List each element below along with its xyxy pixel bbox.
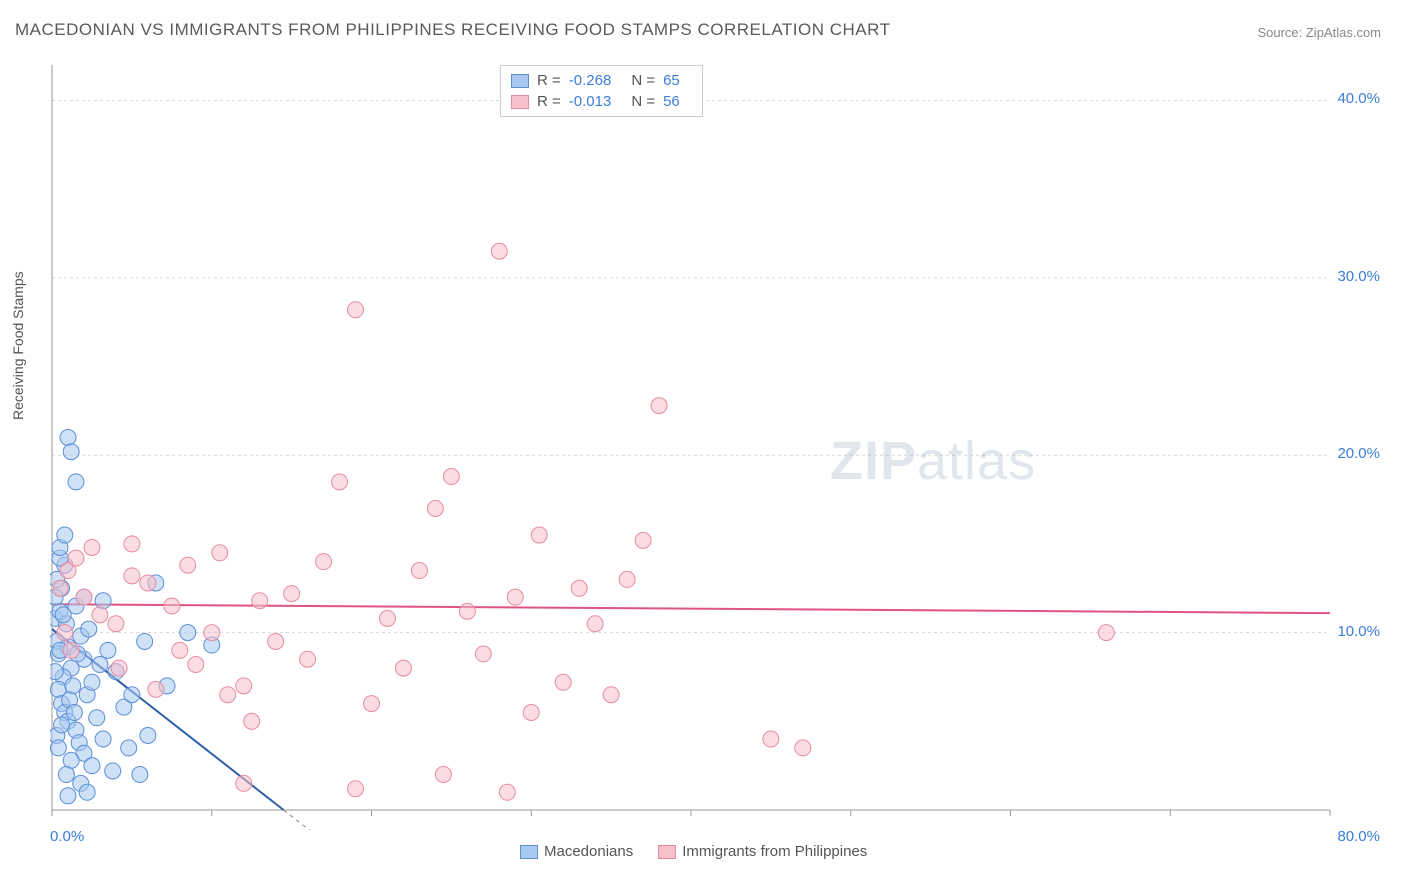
- legend-label: Macedonians: [544, 843, 633, 860]
- legend-swatch: [520, 845, 538, 859]
- n-label: N =: [631, 93, 655, 110]
- r-label: R =: [537, 93, 561, 110]
- correlation-legend: R = -0.268 N = 65 R = -0.013 N = 56: [500, 65, 703, 117]
- y-tick-label: 30.0%: [1337, 268, 1380, 285]
- scatter-plot: [50, 60, 1380, 830]
- r-label: R =: [537, 72, 561, 89]
- x-tick-label: 0.0%: [50, 828, 84, 845]
- chart-area: ZIPatlas R = -0.268N = 65R = -0.013N = 5…: [50, 60, 1380, 830]
- legend-label: Immigrants from Philippines: [682, 843, 867, 860]
- chart-title: MACEDONIAN VS IMMIGRANTS FROM PHILIPPINE…: [15, 20, 890, 40]
- y-axis-label: Receiving Food Stamps: [10, 271, 26, 420]
- n-value: 65: [663, 72, 680, 89]
- legend-item: Immigrants from Philippines: [658, 843, 867, 860]
- legend-swatch: [511, 74, 529, 88]
- legend-item: Macedonians: [520, 843, 633, 860]
- legend-swatch: [511, 95, 529, 109]
- r-value: -0.013: [569, 93, 612, 110]
- r-value: -0.268: [569, 72, 612, 89]
- x-tick-label: 80.0%: [1337, 828, 1380, 845]
- series-legend: Macedonians Immigrants from Philippines: [520, 843, 867, 860]
- y-tick-label: 10.0%: [1337, 623, 1380, 640]
- source-attribution: Source: ZipAtlas.com: [1257, 25, 1381, 40]
- y-tick-label: 20.0%: [1337, 445, 1380, 462]
- y-tick-label: 40.0%: [1337, 90, 1380, 107]
- legend-stat-row: R = -0.268 N = 65: [511, 70, 692, 91]
- n-value: 56: [663, 93, 680, 110]
- legend-stat-row: R = -0.013 N = 56: [511, 91, 692, 112]
- n-label: N =: [631, 72, 655, 89]
- legend-swatch: [658, 845, 676, 859]
